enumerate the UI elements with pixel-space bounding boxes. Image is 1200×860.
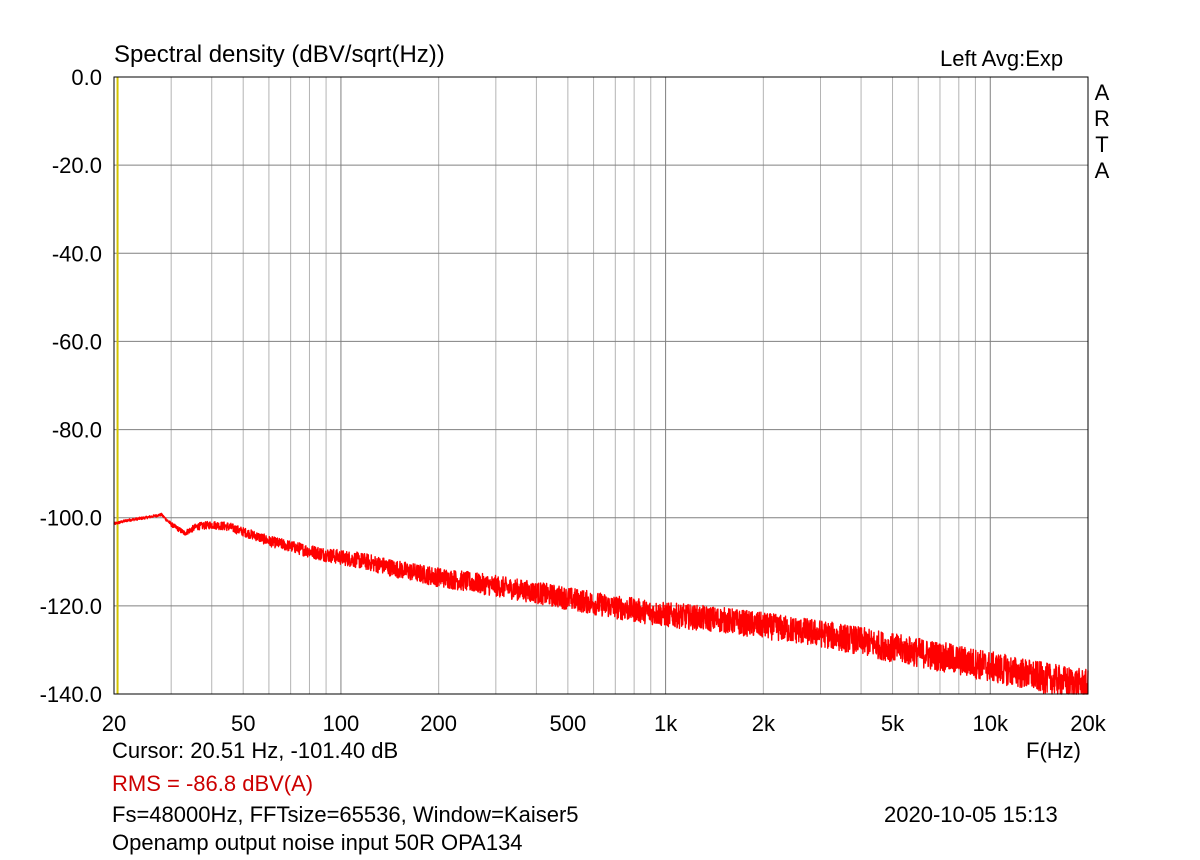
measurement-description: Openamp output noise input 50R OPA134 — [112, 830, 523, 855]
cursor-readout: Cursor: 20.51 Hz, -101.40 dB — [112, 738, 399, 763]
x-tick-label: 50 — [231, 711, 255, 736]
x-tick-label: 200 — [420, 711, 457, 736]
rms-readout: RMS = -86.8 dBV(A) — [112, 771, 314, 796]
y-tick-label: -80.0 — [52, 418, 102, 443]
brand-letter: R — [1094, 106, 1110, 131]
y-tick-label: -20.0 — [52, 153, 102, 178]
x-tick-label: 20k — [1070, 711, 1106, 736]
x-axis-ticks: 20 50 100 200 500 1k 2k 5k 10k 20k — [102, 711, 1107, 736]
x-tick-label: 100 — [323, 711, 360, 736]
chart-title: Spectral density (dBV/sqrt(Hz)) — [114, 41, 445, 68]
x-axis-label: F(Hz) — [1026, 738, 1081, 763]
x-tick-label: 1k — [654, 711, 678, 736]
y-axis-ticks: 0.0 -20.0 -40.0 -60.0 -80.0 -100.0 -120.0 -140.… — [40, 65, 102, 707]
arta-brand: A R T A — [1092, 80, 1112, 184]
brand-letter: T — [1095, 132, 1109, 157]
y-tick-label: -140.0 — [40, 682, 102, 707]
x-tick-label: 5k — [881, 711, 905, 736]
y-tick-label: -100.0 — [40, 506, 102, 531]
x-tick-label: 10k — [973, 711, 1009, 736]
y-tick-label: -60.0 — [52, 329, 102, 354]
x-tick-label: 500 — [550, 711, 587, 736]
brand-letter: A — [1094, 80, 1110, 105]
y-tick-label: -40.0 — [52, 241, 102, 266]
x-tick-label: 2k — [752, 711, 776, 736]
x-tick-label: 20 — [102, 711, 126, 736]
y-tick-label: 0.0 — [71, 65, 102, 90]
plot-frame — [113, 76, 1089, 695]
y-tick-label: -120.0 — [40, 594, 102, 619]
channel-avg-label: Left Avg:Exp — [940, 46, 1064, 71]
series-line — [113, 512, 1089, 695]
fft-settings-info: Fs=48000Hz, FFTsize=65536, Window=Kaiser… — [112, 802, 579, 827]
brand-letter: A — [1094, 158, 1110, 183]
minor-grid — [170, 77, 991, 694]
timestamp: 2020-10-05 15:13 — [884, 802, 1058, 827]
